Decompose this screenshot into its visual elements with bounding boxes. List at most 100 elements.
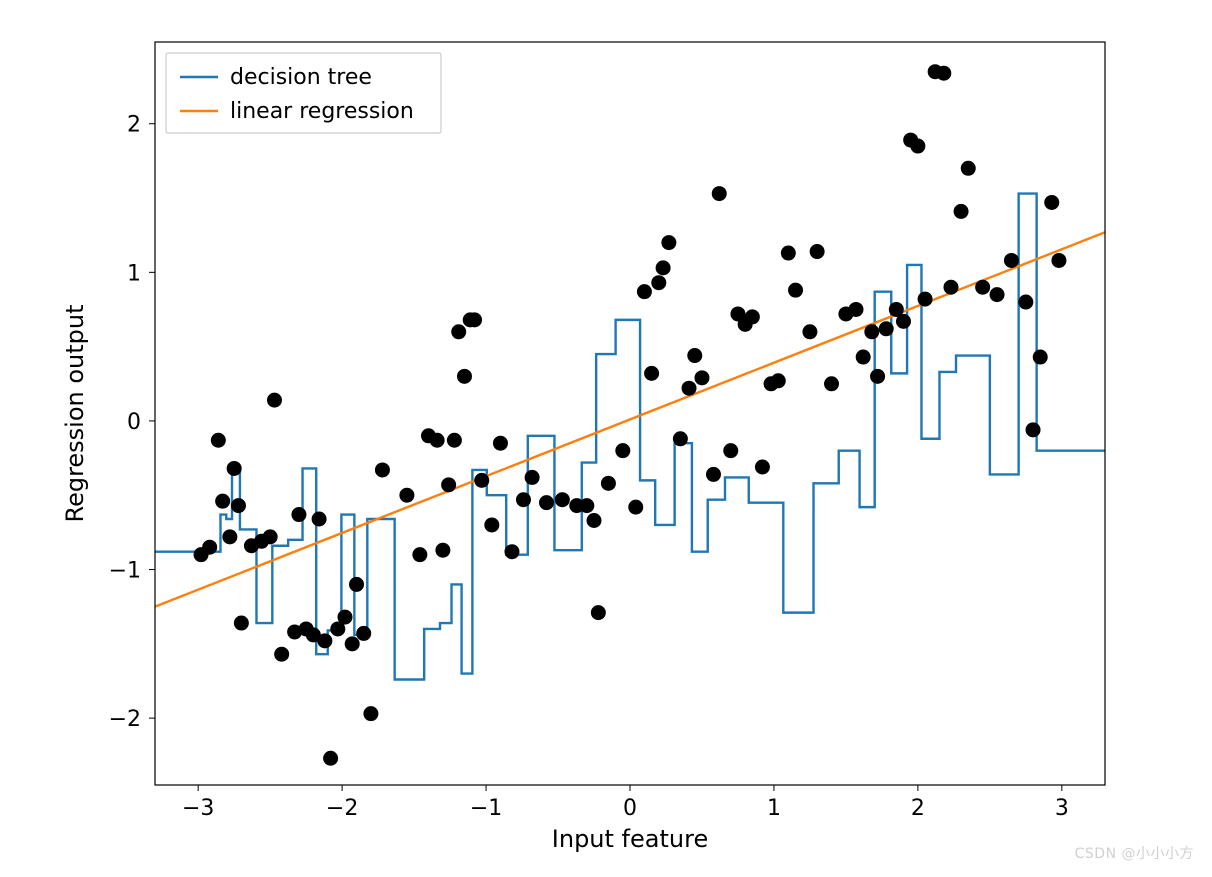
data-point <box>1051 253 1066 268</box>
x-tick-label: 2 <box>911 796 925 821</box>
data-point <box>601 476 616 491</box>
data-point <box>375 462 390 477</box>
x-tick-label: 3 <box>1055 796 1069 821</box>
data-point <box>493 436 508 451</box>
data-point <box>591 605 606 620</box>
data-point <box>637 284 652 299</box>
data-point <box>824 376 839 391</box>
data-point <box>1033 350 1048 365</box>
y-tick-label: 0 <box>127 410 141 435</box>
data-point <box>345 636 360 651</box>
data-point <box>504 544 519 559</box>
data-point <box>412 547 427 562</box>
data-point <box>349 577 364 592</box>
data-point <box>810 244 825 259</box>
data-point <box>211 433 226 448</box>
data-point <box>755 459 770 474</box>
data-point <box>694 370 709 385</box>
x-tick-label: 1 <box>767 796 781 821</box>
data-point <box>644 366 659 381</box>
data-point <box>457 369 472 384</box>
legend-label: decision tree <box>230 65 372 90</box>
data-point <box>856 350 871 365</box>
data-point <box>441 477 456 492</box>
data-point <box>943 280 958 295</box>
data-point <box>682 381 697 396</box>
chart-container: −3−2−10123−2−1012Input featureRegression… <box>0 0 1212 877</box>
y-tick-label: −2 <box>109 707 141 732</box>
data-point <box>954 204 969 219</box>
data-point <box>896 314 911 329</box>
data-point <box>474 473 489 488</box>
y-tick-label: 2 <box>127 113 141 138</box>
y-tick-label: 1 <box>127 261 141 286</box>
data-point <box>706 467 721 482</box>
x-tick-label: −1 <box>470 796 502 821</box>
data-point <box>687 348 702 363</box>
data-point <box>1044 195 1059 210</box>
data-point <box>222 529 237 544</box>
x-axis-label: Input feature <box>552 825 708 853</box>
data-point <box>628 500 643 515</box>
data-point <box>231 498 246 513</box>
data-point <box>870 369 885 384</box>
data-point <box>484 517 499 532</box>
data-point <box>656 260 671 275</box>
data-point <box>202 540 217 555</box>
data-point <box>975 280 990 295</box>
data-point <box>1026 422 1041 437</box>
data-point <box>234 616 249 631</box>
data-point <box>227 461 242 476</box>
data-point <box>516 492 531 507</box>
data-point <box>723 443 738 458</box>
regression-chart: −3−2−10123−2−1012Input featureRegression… <box>0 0 1212 873</box>
watermark: CSDN @小小小方 <box>1075 843 1194 863</box>
data-point <box>990 287 1005 302</box>
data-point <box>579 498 594 513</box>
data-point <box>267 393 282 408</box>
data-point <box>317 633 332 648</box>
data-point <box>525 470 540 485</box>
data-point <box>447 433 462 448</box>
data-point <box>363 706 378 721</box>
data-point <box>215 494 230 509</box>
data-point <box>781 246 796 261</box>
data-point <box>539 495 554 510</box>
data-point <box>587 513 602 528</box>
legend-label: linear regression <box>230 99 414 124</box>
data-point <box>771 373 786 388</box>
data-point <box>615 443 630 458</box>
data-point <box>802 324 817 339</box>
data-point <box>555 492 570 507</box>
x-tick-label: −3 <box>182 796 214 821</box>
data-point <box>312 512 327 527</box>
data-point <box>435 543 450 558</box>
data-point <box>936 66 951 81</box>
data-point <box>848 302 863 317</box>
data-point <box>1018 295 1033 310</box>
data-point <box>661 235 676 250</box>
data-point <box>651 275 666 290</box>
data-point <box>323 751 338 766</box>
data-point <box>745 309 760 324</box>
data-point <box>864 324 879 339</box>
y-axis-label: Regression output <box>61 304 89 522</box>
data-point <box>918 292 933 307</box>
data-point <box>291 507 306 522</box>
data-point <box>263 529 278 544</box>
data-point <box>338 610 353 625</box>
x-tick-label: 0 <box>623 796 637 821</box>
data-point <box>467 312 482 327</box>
data-point <box>399 488 414 503</box>
data-point <box>961 161 976 176</box>
data-point <box>356 626 371 641</box>
data-point <box>1004 253 1019 268</box>
data-point <box>712 186 727 201</box>
data-point <box>430 433 445 448</box>
data-point <box>910 139 925 154</box>
x-tick-label: −2 <box>326 796 358 821</box>
data-point <box>673 431 688 446</box>
data-point <box>451 324 466 339</box>
data-point <box>879 321 894 336</box>
data-point <box>274 647 289 662</box>
